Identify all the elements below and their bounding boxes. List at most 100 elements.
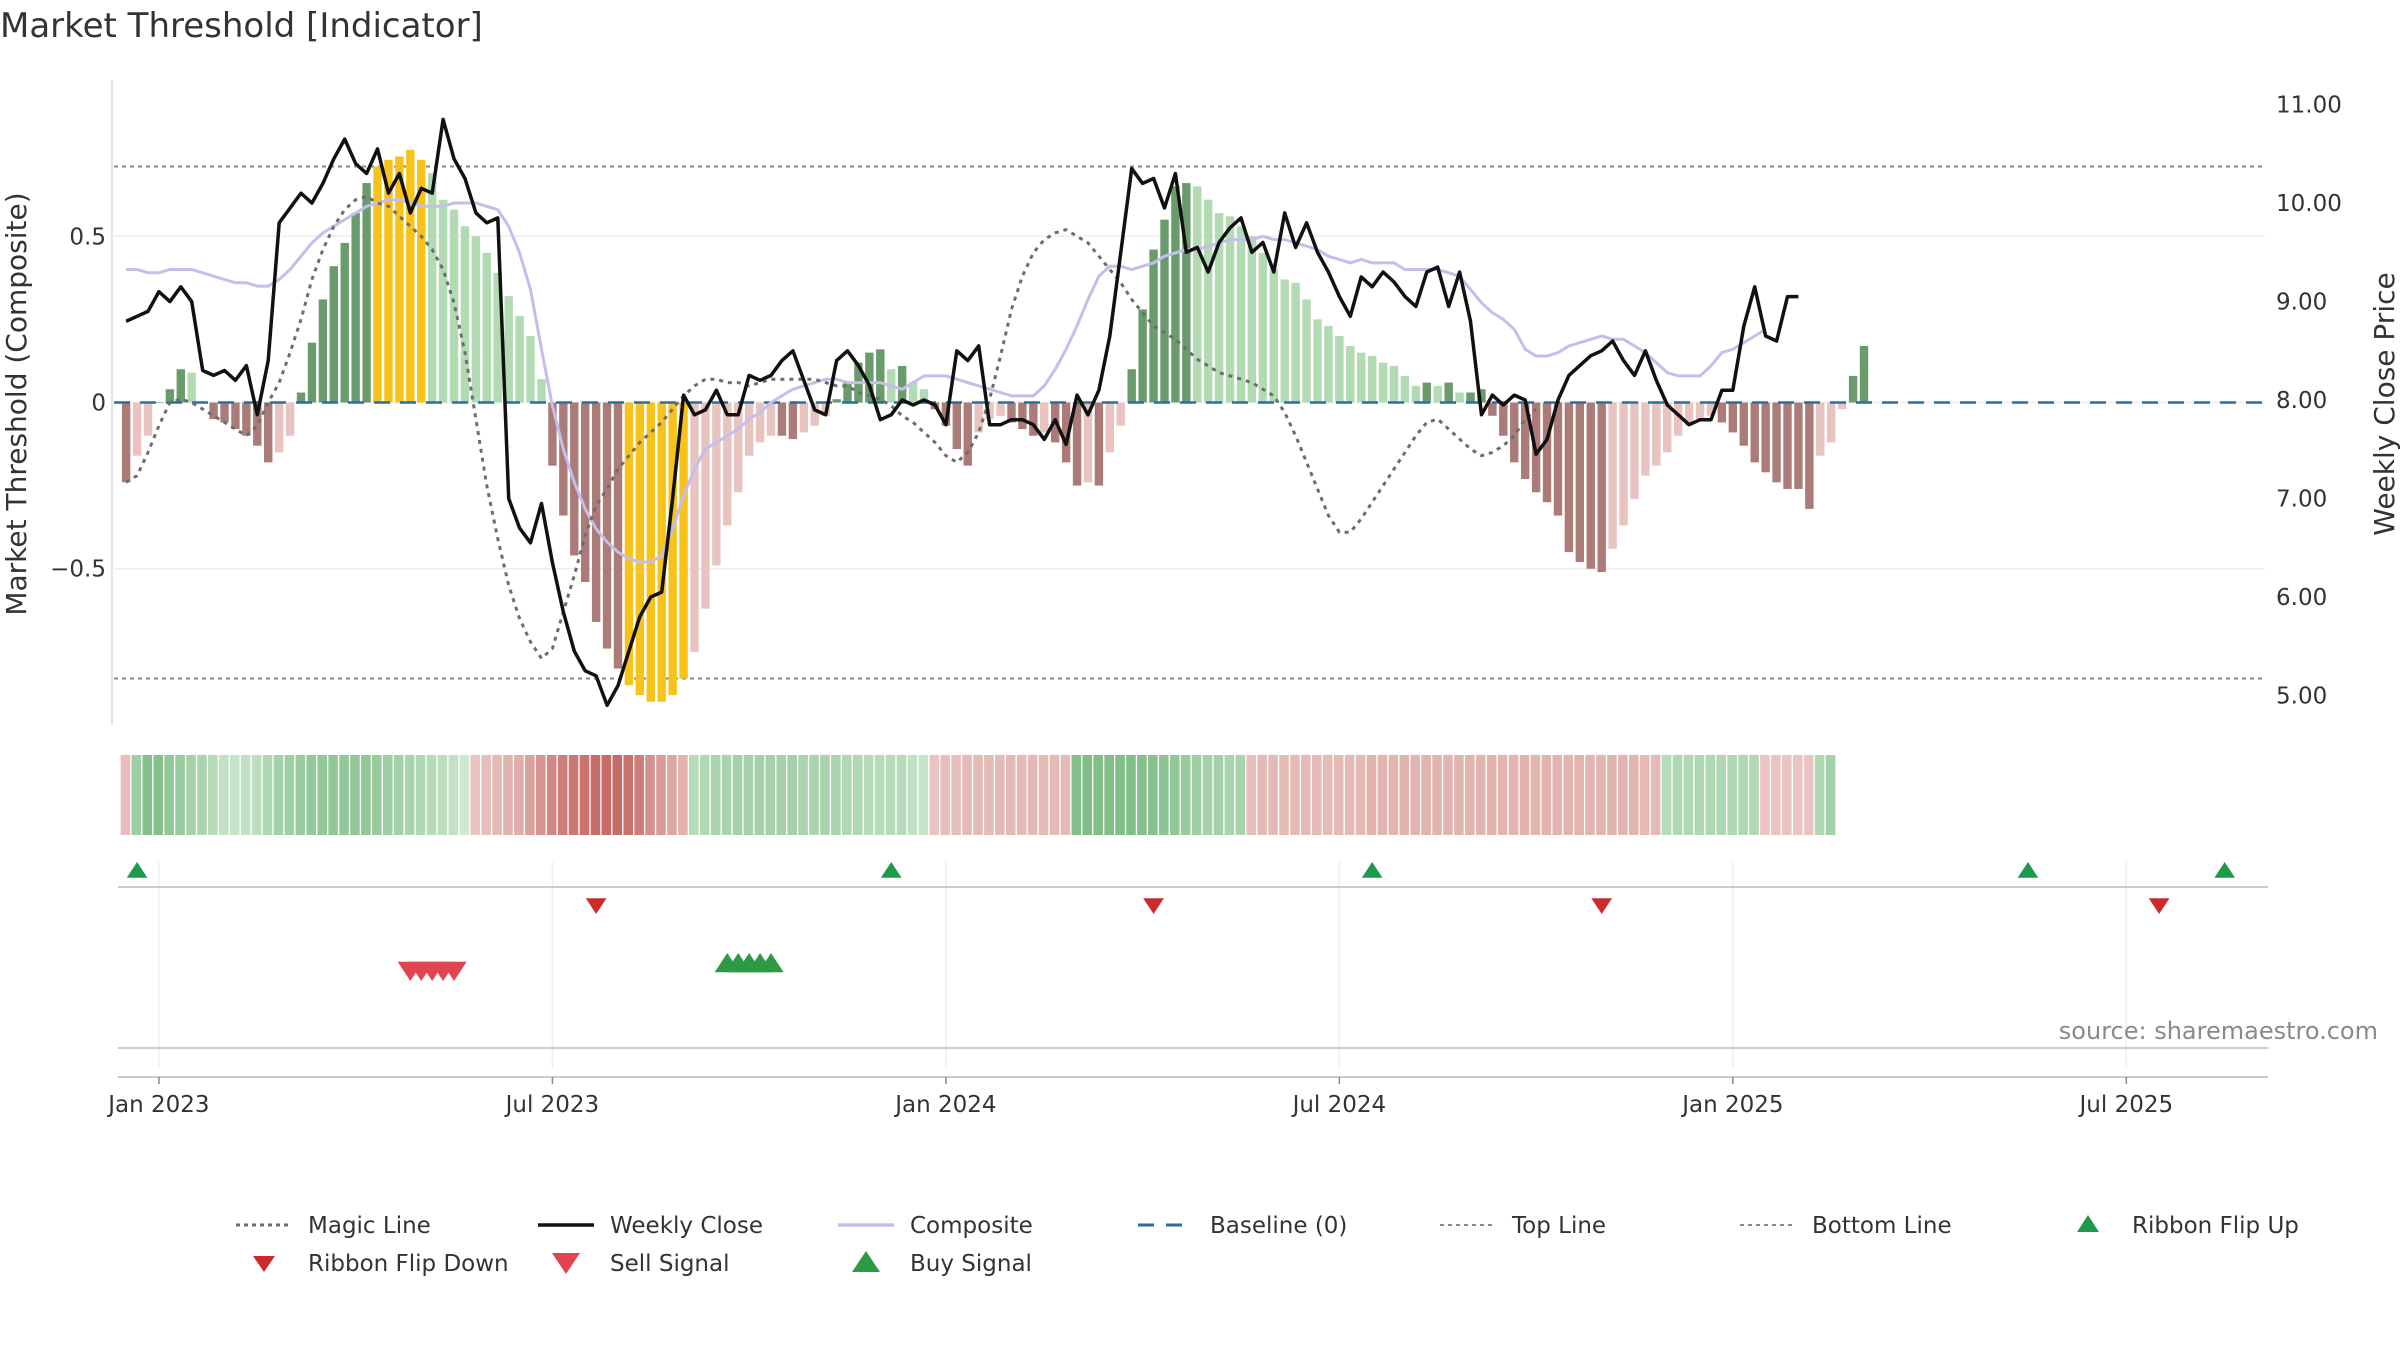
ribbon-cell [656, 755, 666, 835]
ribbon-cell [1705, 755, 1716, 835]
ribbon-cell [1115, 755, 1125, 835]
ribbon-cell [164, 755, 174, 835]
composite-bar [1805, 402, 1814, 509]
composite-bar [1783, 402, 1792, 489]
left-tick-label: 0 [91, 391, 106, 417]
composite-bar [1619, 402, 1628, 526]
ribbon-cell [1005, 755, 1016, 835]
composite-bar [1761, 402, 1770, 473]
right-tick-label: 7.00 [2276, 487, 2327, 513]
composite-bar [1477, 389, 1486, 403]
composite-bar [635, 402, 645, 696]
ribbon-cell [689, 755, 699, 835]
composite-bar [1564, 402, 1574, 553]
composite-bar [154, 402, 164, 403]
composite-bar [1357, 352, 1366, 403]
composite-bar [1127, 369, 1136, 403]
ribbon-cell [229, 755, 240, 835]
composite-bar [1608, 402, 1617, 549]
ribbon-cell [1257, 755, 1267, 835]
composite-bar [1324, 326, 1333, 403]
composite-bar [810, 402, 819, 426]
composite-bar [1466, 392, 1475, 403]
ribbon-cell [809, 755, 819, 835]
ribbon-flip-down-marker [585, 898, 607, 914]
composite-bar [843, 382, 852, 403]
ribbon-cell [951, 755, 961, 835]
composite-bar [985, 402, 994, 420]
composite-bar [526, 336, 535, 403]
composite-bar [1684, 402, 1694, 426]
composite-bar [1138, 309, 1147, 403]
ribbon-cell [1628, 755, 1639, 835]
legend-item: Buy Signal [852, 1251, 1032, 1277]
composite-bar [1542, 402, 1552, 503]
ribbon-cell [1716, 755, 1727, 835]
legend-item: Ribbon Flip Up [2077, 1213, 2299, 1239]
composite-bar [602, 402, 612, 649]
composite-bar [1007, 402, 1016, 423]
composite-bar [1269, 269, 1278, 403]
legend-label: Sell Signal [610, 1251, 730, 1277]
ribbon-cell [1530, 755, 1541, 835]
composite-bar [1149, 249, 1158, 403]
legend-label: Bottom Line [1812, 1213, 1952, 1239]
composite-bar [242, 402, 251, 436]
ribbon-cell [251, 755, 262, 835]
legend-label: Composite [910, 1213, 1033, 1239]
ribbon-cell [1596, 755, 1606, 835]
composite-bar [1706, 402, 1716, 416]
composite-bar [427, 173, 437, 403]
composite-bar [1400, 375, 1410, 403]
chart-title: Market Threshold [Indicator] [0, 6, 483, 46]
ribbon-cell [1169, 755, 1180, 835]
ribbon-cell [1727, 755, 1737, 835]
source-label: source: sharemaestro.com [2059, 1017, 2378, 1045]
composite-bar [1859, 345, 1869, 403]
x-axis-ticks: Jan 2023 Jul 2023 Jan 2024 Jul 2024 Jan 2025… [106, 1077, 2173, 1118]
composite-bar [963, 402, 972, 466]
composite-bar [264, 402, 273, 463]
ribbon-cell [623, 755, 634, 835]
ribbon-cell [1563, 755, 1573, 835]
ribbon-cell [1224, 755, 1235, 835]
ribbon-cell [1454, 755, 1464, 835]
composite-bar [788, 402, 798, 440]
composite-bar [712, 402, 721, 566]
composite-bar [220, 402, 229, 423]
x-tick-label: Jan 2023 [106, 1092, 209, 1118]
composite-bar [668, 402, 677, 696]
ribbon-cell [984, 755, 994, 835]
ribbon-cell [1661, 755, 1672, 835]
ribbon-cell [1290, 755, 1300, 835]
composite-bar [1663, 402, 1672, 453]
sell-signal-marker [441, 961, 467, 981]
composite-bar [1061, 402, 1071, 463]
ribbon-cell [1322, 755, 1333, 835]
composite-bar [996, 402, 1005, 416]
composite-bar [1488, 402, 1497, 416]
ribbon-cell [372, 755, 382, 835]
composite-bar [1837, 402, 1847, 410]
composite-bar [274, 402, 284, 453]
right-axis-title: Weekly Close Price [2368, 272, 2400, 535]
ribbon-cell [863, 755, 874, 835]
left-tick-label: −0.5 [50, 557, 106, 583]
composite-bar [559, 402, 568, 516]
ribbon-cell [874, 755, 885, 835]
composite-bar [515, 316, 524, 403]
ribbon-cell [765, 755, 776, 835]
ribbon-cell [732, 755, 743, 835]
ribbon-cell [557, 755, 568, 835]
composite-bar [231, 402, 240, 430]
ribbon-cell [1683, 755, 1694, 835]
composite-bar [1193, 186, 1202, 403]
signal-markers [126, 862, 2236, 981]
ribbon-flip-up-marker [2214, 862, 2236, 878]
ribbon-cell [546, 755, 557, 835]
composite-bar [1444, 382, 1453, 403]
ribbon-cell [1279, 755, 1289, 835]
ribbon-cell [1738, 755, 1748, 835]
ribbon-cell [175, 755, 185, 835]
ribbon-cell [219, 755, 229, 835]
